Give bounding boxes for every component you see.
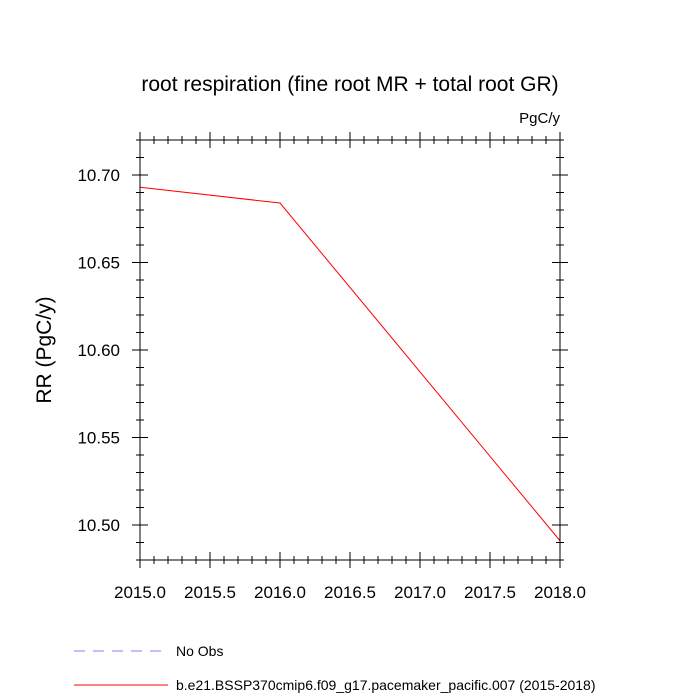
y-tick-label: 10.65 xyxy=(77,254,120,273)
y-tick-labels: 10.50 10.55 10.60 10.65 10.70 xyxy=(77,166,120,535)
x-tick-label: 2016.0 xyxy=(254,583,306,602)
plot-frame xyxy=(139,139,561,561)
legend-label: No Obs xyxy=(176,643,223,659)
y-axis-label: RR (PgC/y) xyxy=(33,296,56,403)
x-tick-label: 2017.0 xyxy=(394,583,446,602)
chart-title: root respiration (fine root MR + total r… xyxy=(141,73,558,96)
legend-label: b.e21.BSSP370cmip6.f09_g17.pacemaker_pac… xyxy=(176,677,596,693)
series-line xyxy=(139,186,561,542)
y-tick-label: 10.70 xyxy=(77,166,120,185)
y-tick-label: 10.50 xyxy=(77,516,120,535)
series-lines xyxy=(139,186,561,542)
x-tick-labels: 2015.0 2015.5 2016.0 2016.5 2017.0 2017.5 2018… xyxy=(114,583,586,602)
units-label: PgC/y xyxy=(519,110,560,127)
x-tick-label: 2015.5 xyxy=(184,583,236,602)
x-tick-label: 2017.5 xyxy=(464,583,516,602)
y-tick-label: 10.60 xyxy=(77,341,120,360)
x-tick-label: 2018.0 xyxy=(534,583,586,602)
legend: No Obs b.e21.BSSP370cmip6.f09_g17.pacemak… xyxy=(74,643,596,693)
y-tick-label: 10.55 xyxy=(77,429,120,448)
x-tick-label: 2015.0 xyxy=(114,583,166,602)
axis-ticks xyxy=(132,132,568,568)
x-tick-label: 2016.5 xyxy=(324,583,376,602)
